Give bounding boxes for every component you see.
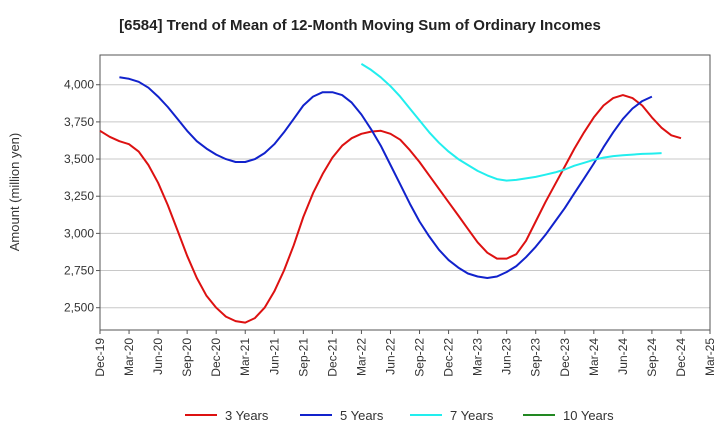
legend-label-5-years: 5 Years [340,408,384,423]
series-line-7-years [360,63,662,182]
y-axis-ticks: 2,500 2,750 3,000 3,250 3,500 3,750 4,000 [64,78,100,315]
chart-title: [6584] Trend of Mean of 12-Month Moving … [119,17,601,34]
x-tick-label: Jun-24 [616,338,630,375]
x-tick-label: Sep-21 [296,338,310,377]
x-tick-label: Mar-21 [238,338,252,376]
legend-label-10-years: 10 Years [563,408,614,423]
x-tick-label: Jun-23 [500,338,514,375]
y-tick-label: 3,250 [64,189,94,203]
y-tick-label: 3,750 [64,115,94,129]
x-tick-label: Dec-21 [325,338,339,377]
x-tick-label: Dec-24 [674,338,688,377]
x-tick-label: Sep-23 [529,338,543,377]
series-line-3-years [99,94,682,324]
y-tick-label: 3,500 [64,152,94,166]
x-tick-label: Mar-24 [587,338,601,376]
x-tick-label: Jun-20 [151,338,165,375]
grid [100,84,710,309]
x-tick-label: Dec-19 [93,338,107,377]
legend-label-7-years: 7 Years [450,408,494,423]
x-axis-ticks: Dec-19 Mar-20 Jun-20 Sep-20 Dec-20 Mar-21 Jun-… [93,330,717,377]
y-tick-label: 2,500 [64,301,94,315]
x-tick-label: Sep-20 [180,338,194,377]
x-tick-label: Jun-21 [267,338,281,375]
x-tick-label: Mar-22 [354,338,368,376]
x-tick-label: Sep-22 [413,338,427,377]
x-tick-label: Dec-20 [209,338,223,377]
series-line-5-years [119,76,653,279]
legend-label-3-years: 3 Years [225,408,269,423]
y-tick-label: 4,000 [64,78,94,92]
x-tick-label: Mar-25 [703,338,717,376]
legend: 3 Years 5 Years 7 Years 10 Years [185,408,614,423]
x-tick-label: Mar-23 [471,338,485,376]
x-tick-label: Sep-24 [645,338,659,377]
y-tick-label: 2,750 [64,264,94,278]
series [99,63,682,324]
plot-area [99,54,711,331]
y-tick-label: 3,000 [64,226,94,240]
x-tick-label: Jun-22 [383,338,397,375]
y-axis-label: Amount (million yen) [7,133,22,252]
x-tick-label: Mar-20 [122,338,136,376]
x-tick-label: Dec-23 [558,338,572,377]
x-tick-label: Dec-22 [442,338,456,377]
